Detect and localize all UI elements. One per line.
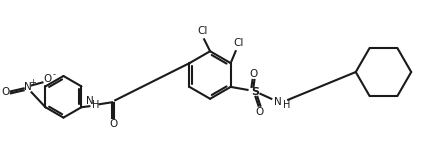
Text: N: N — [274, 97, 282, 107]
Text: Cl: Cl — [196, 26, 207, 36]
Text: O: O — [2, 87, 10, 97]
Text: O: O — [109, 119, 117, 129]
Text: O: O — [255, 107, 263, 117]
Text: +: + — [29, 78, 36, 87]
Text: N: N — [24, 82, 32, 92]
Text: S: S — [251, 87, 259, 97]
Text: N: N — [85, 96, 93, 106]
Text: O: O — [249, 69, 257, 79]
Text: H: H — [283, 100, 290, 110]
Text: Cl: Cl — [233, 38, 243, 48]
Text: -: - — [53, 70, 56, 79]
Text: H: H — [92, 100, 99, 110]
Text: O: O — [43, 74, 52, 84]
